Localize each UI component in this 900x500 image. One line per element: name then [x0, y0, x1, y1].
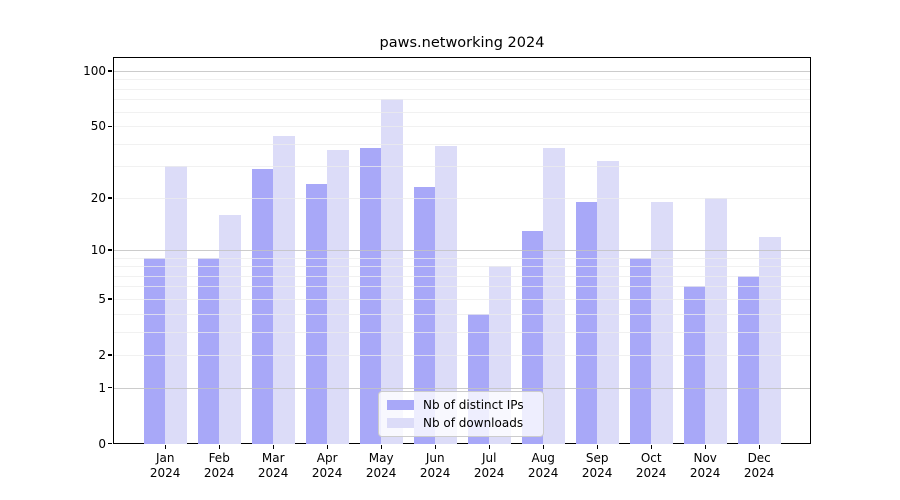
x-tick-mark	[488, 445, 490, 449]
y-tick-label: 100	[83, 63, 106, 78]
x-tick-mark	[542, 445, 544, 449]
x-tick-mark	[164, 445, 166, 449]
gridline-minor	[114, 266, 810, 268]
gridline-minor	[114, 99, 810, 101]
bar-distinct-ips-jun	[413, 187, 436, 444]
x-tick-mark	[704, 445, 706, 449]
x-tick-mark	[326, 445, 328, 449]
gridline-minor	[114, 257, 810, 259]
x-tick-mark	[272, 445, 274, 449]
plot-frame	[112, 57, 811, 444]
legend: Nb of distinct IPs Nb of downloads	[378, 391, 544, 437]
gridline-minor	[114, 298, 810, 300]
y-tick-label: 1	[98, 380, 106, 395]
legend-label: Nb of downloads	[423, 416, 524, 430]
downloads-swatch-icon	[387, 418, 414, 428]
bar-distinct-ips-oct	[629, 257, 652, 444]
gridline-minor	[114, 126, 810, 128]
y-tick-mark	[108, 298, 112, 300]
x-tick-label-apr: Apr 2024	[311, 450, 343, 480]
bar-distinct-ips-mar	[251, 169, 274, 444]
gridline-major	[114, 71, 810, 72]
x-tick-mark	[218, 445, 220, 449]
y-tick-label: 0	[98, 436, 106, 451]
bar-downloads-mar	[273, 136, 295, 444]
gridline-minor	[114, 197, 810, 199]
x-tick-label-sep: Sep 2024	[581, 450, 613, 480]
x-tick-mark	[434, 445, 436, 449]
y-tick-mark	[108, 249, 112, 251]
x-tick-label-dec: Dec 2024	[743, 450, 775, 480]
bar-downloads-jun	[435, 145, 457, 444]
x-tick-mark	[596, 445, 598, 449]
gridline-minor	[114, 275, 810, 277]
gridline-minor	[114, 143, 810, 145]
y-tick-label: 10	[90, 242, 106, 257]
bar-distinct-ips-dec	[737, 275, 760, 444]
bar-downloads-aug	[543, 147, 565, 444]
y-tick-mark	[108, 197, 112, 199]
bar-distinct-ips-sep	[575, 201, 598, 444]
bar-distinct-ips-nov	[683, 286, 706, 444]
gridline-major	[114, 387, 810, 389]
legend-item-downloads: Nb of downloads	[387, 416, 535, 430]
y-tick-mark	[108, 354, 112, 356]
bar-downloads-nov	[705, 197, 727, 444]
y-tick-label: 20	[90, 190, 106, 205]
x-tick-label-jul: Jul 2024	[473, 450, 505, 480]
bar-downloads-apr	[327, 149, 349, 444]
chart-title: paws.networking 2024	[379, 35, 545, 51]
distinct-ips-swatch-icon	[387, 400, 414, 410]
x-tick-label-may: May 2024	[365, 450, 397, 480]
y-tick-mark	[108, 443, 112, 445]
bar-downloads-may	[381, 99, 403, 444]
x-tick-mark	[650, 445, 652, 449]
x-tick-mark	[380, 445, 382, 449]
plot-area	[114, 59, 810, 444]
x-tick-label-oct: Oct 2024	[635, 450, 667, 480]
x-tick-label-aug: Aug 2024	[527, 450, 559, 480]
bar-distinct-ips-aug	[521, 230, 544, 444]
y-tick-label: 50	[90, 119, 106, 134]
bar-downloads-feb	[219, 214, 241, 444]
y-tick-label: 2	[98, 347, 106, 362]
bar-downloads-sep	[597, 161, 619, 444]
gridline-major	[114, 249, 810, 251]
y-tick-mark	[108, 387, 112, 389]
x-tick-label-jun: Jun 2024	[419, 450, 451, 480]
bar-distinct-ips-feb	[197, 257, 220, 444]
gridline-minor	[114, 331, 810, 333]
gridline-minor	[114, 286, 810, 288]
y-tick-mark	[108, 70, 112, 72]
x-tick-label-mar: Mar 2024	[257, 450, 289, 480]
x-tick-label-jan: Jan 2024	[149, 450, 181, 480]
legend-item-distinct-ips: Nb of distinct IPs	[387, 398, 535, 412]
y-tick-mark	[108, 125, 112, 127]
legend-label: Nb of distinct IPs	[423, 398, 524, 412]
gridline-minor	[114, 111, 810, 113]
gridline-minor	[114, 88, 810, 90]
x-tick-mark	[758, 445, 760, 449]
bar-downloads-jan	[165, 166, 187, 444]
bar-downloads-dec	[759, 236, 781, 444]
gridline-minor	[114, 166, 810, 168]
gridline-minor	[114, 313, 810, 315]
x-tick-label-nov: Nov 2024	[689, 450, 721, 480]
x-tick-label-feb: Feb 2024	[203, 450, 235, 480]
gridline-minor	[114, 79, 810, 81]
gridline-minor	[114, 354, 810, 356]
y-tick-label: 5	[98, 291, 106, 306]
bar-downloads-oct	[651, 201, 673, 444]
bar-distinct-ips-may	[359, 147, 382, 444]
bar-distinct-ips-jan	[143, 257, 166, 444]
